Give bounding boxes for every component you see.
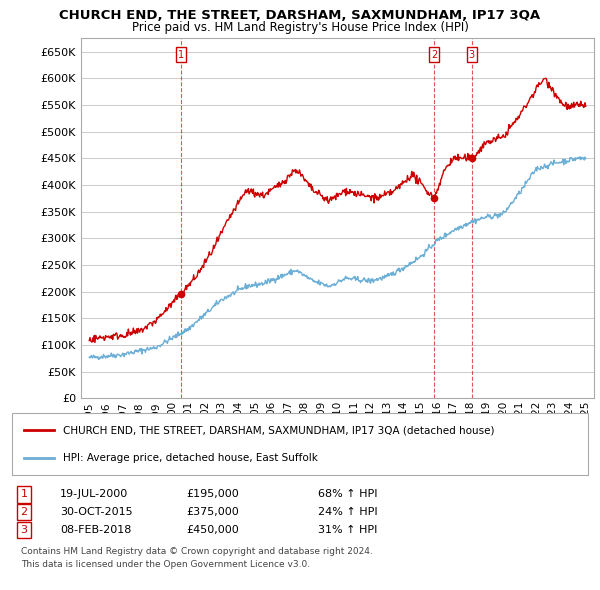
Text: £195,000: £195,000: [186, 490, 239, 499]
Text: 30-OCT-2015: 30-OCT-2015: [60, 507, 133, 517]
Text: Contains HM Land Registry data © Crown copyright and database right 2024.: Contains HM Land Registry data © Crown c…: [21, 548, 373, 556]
Text: 68% ↑ HPI: 68% ↑ HPI: [318, 490, 377, 499]
Text: 3: 3: [469, 50, 475, 60]
Text: This data is licensed under the Open Government Licence v3.0.: This data is licensed under the Open Gov…: [21, 560, 310, 569]
Text: 31% ↑ HPI: 31% ↑ HPI: [318, 525, 377, 535]
Text: 24% ↑ HPI: 24% ↑ HPI: [318, 507, 377, 517]
Text: HPI: Average price, detached house, East Suffolk: HPI: Average price, detached house, East…: [63, 453, 318, 463]
Text: 3: 3: [20, 525, 28, 535]
Text: 1: 1: [20, 490, 28, 499]
Text: 19-JUL-2000: 19-JUL-2000: [60, 490, 128, 499]
Text: 1: 1: [178, 50, 184, 60]
Text: £450,000: £450,000: [186, 525, 239, 535]
Text: CHURCH END, THE STREET, DARSHAM, SAXMUNDHAM, IP17 3QA (detached house): CHURCH END, THE STREET, DARSHAM, SAXMUND…: [63, 425, 494, 435]
Text: 08-FEB-2018: 08-FEB-2018: [60, 525, 131, 535]
Text: CHURCH END, THE STREET, DARSHAM, SAXMUNDHAM, IP17 3QA: CHURCH END, THE STREET, DARSHAM, SAXMUND…: [59, 9, 541, 22]
Text: £375,000: £375,000: [186, 507, 239, 517]
Text: 2: 2: [431, 50, 437, 60]
Text: 2: 2: [20, 507, 28, 517]
Text: Price paid vs. HM Land Registry's House Price Index (HPI): Price paid vs. HM Land Registry's House …: [131, 21, 469, 34]
